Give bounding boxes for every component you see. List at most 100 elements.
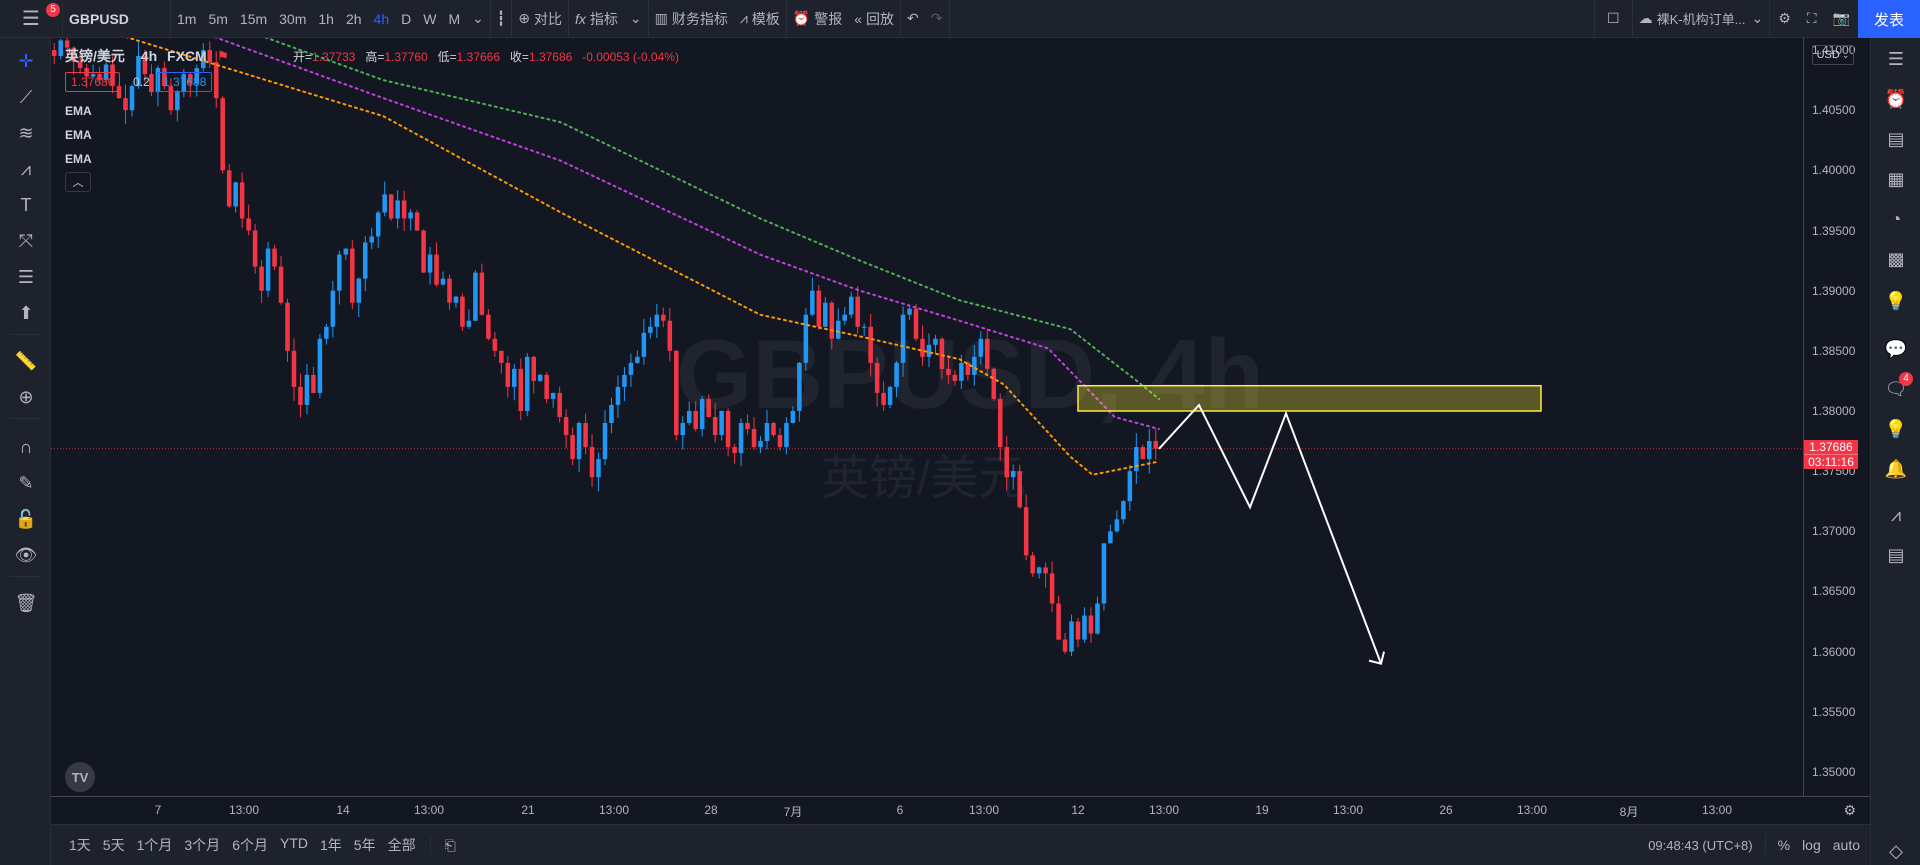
fibonacci-icon[interactable]: ≋ (18, 122, 34, 143)
alarm-clock-icon[interactable]: ⏰ (1884, 88, 1908, 109)
compare-button[interactable]: ⊕ 对比 (512, 0, 568, 38)
time-tick-label: 13:00 (228, 803, 260, 817)
indicators-dropdown[interactable]: ⌄ (624, 0, 648, 38)
trendline-icon[interactable]: ⟋ (19, 86, 33, 107)
range-button[interactable]: 3个月 (184, 837, 221, 853)
gear-icon: ⚙ (1778, 10, 1791, 26)
magnet-icon[interactable]: ∩ (19, 436, 33, 457)
undo-button[interactable]: ↶ (901, 0, 925, 38)
replay-button[interactable]: «回放 (848, 0, 900, 38)
timeframe-30m[interactable]: 30m (279, 10, 307, 27)
time-tick-label: 13:00 (968, 803, 1000, 817)
date-range-button[interactable]: ⎗ (439, 837, 462, 854)
range-button[interactable]: 1个月 (136, 837, 173, 853)
lock-icon[interactable]: 🔓 (14, 508, 38, 529)
collapse-legend-button[interactable]: ︿ (65, 172, 91, 192)
financials-button[interactable]: ▥ 财务指标 (649, 0, 734, 38)
calendar-icon[interactable]: ▩ (1887, 248, 1905, 269)
text-icon[interactable]: T (20, 194, 32, 215)
range-button[interactable]: 1天 (69, 837, 91, 853)
timeframe-2h[interactable]: 2h (345, 10, 362, 27)
range-button[interactable]: 6个月 (232, 837, 268, 853)
watchlist-icon[interactable]: ☰ (1887, 48, 1905, 69)
ema-legend-2[interactable]: EMA (65, 128, 92, 142)
ema-legend-1[interactable]: EMA (65, 104, 92, 118)
percent-toggle[interactable]: % (1777, 837, 1791, 853)
bid-price-box[interactable]: 1.37686 (65, 72, 121, 92)
data-window-icon[interactable]: ▦ (1887, 168, 1905, 189)
fullscreen-button[interactable]: ⛶ (1799, 0, 1825, 38)
time-tick-label: 7 (154, 803, 162, 817)
arrow-up-icon[interactable]: ⬆ (18, 302, 34, 323)
publish-button[interactable]: 发表 (1858, 0, 1920, 38)
chart-type-button[interactable]: ┇ (491, 0, 511, 38)
currency-select[interactable]: USD ⌄ (1812, 45, 1854, 65)
timeframe-1h[interactable]: 1h (318, 10, 334, 27)
redo-button[interactable]: ↷ (925, 0, 949, 38)
dom-icon[interactable]: ▤ (1887, 544, 1905, 565)
ruler-icon[interactable]: 📏 (14, 350, 38, 371)
candle-body (64, 40, 70, 48)
timeframe-1m[interactable]: 1m (177, 10, 197, 27)
ask-price-box[interactable]: 1.37688 (157, 72, 213, 92)
zoom-in-icon[interactable]: ⊕ (18, 386, 34, 407)
log-toggle[interactable]: log (1802, 837, 1821, 853)
timeframe-D[interactable]: D (401, 10, 412, 27)
chat-icon[interactable]: 💬 (1884, 338, 1908, 359)
projection-icon[interactable]: ⤧ (18, 230, 34, 251)
gear-icon[interactable]: ⚙ (1843, 802, 1856, 818)
redo-icon: ↷ (930, 10, 943, 26)
timeframe-5m[interactable]: 5m (208, 10, 228, 27)
indicators-button[interactable]: fx 指标 (569, 0, 624, 38)
snapshot-button[interactable]: 📷 (1825, 0, 1858, 38)
layout-name-button[interactable]: ☁ 裸K-机构订单... ⌄ (1633, 0, 1770, 38)
range-button[interactable]: 全部 (387, 837, 416, 853)
crosshair-icon[interactable]: ✛ (18, 50, 34, 71)
candle-body (362, 242, 368, 279)
pattern-icon[interactable]: ⩘ (20, 158, 32, 179)
bell-icon[interactable]: 🔔 (1884, 458, 1908, 479)
candle-body (706, 398, 711, 417)
price-tick-label: 1.37000 (1812, 524, 1856, 539)
chevron-up-icon: ︿ (72, 177, 84, 189)
news-icon[interactable]: ▤ (1887, 128, 1905, 149)
timeframe-dropdown[interactable]: ⌄ (466, 0, 490, 38)
range-button[interactable]: 5年 (353, 837, 376, 853)
flag-icon[interactable]: ⚑ (216, 48, 230, 64)
price-axis[interactable]: 1.41000 1.40500 1.40000 1.39500 1.39000 1.385… (1803, 38, 1870, 796)
timeframe-4h[interactable]: 4h (373, 10, 390, 27)
time-tick-label: 7月 (783, 805, 803, 819)
alert-button[interactable]: ⏰ 警报 (787, 0, 848, 38)
timeframe-W[interactable]: W (423, 10, 437, 27)
lock-drawings-icon[interactable]: ✎ (18, 472, 34, 493)
trash-icon[interactable]: 🗑 (14, 592, 38, 613)
range-button[interactable]: 1年 (319, 837, 342, 853)
timeframe-15m[interactable]: 15m (239, 10, 268, 27)
range-button[interactable]: YTD (279, 835, 308, 851)
trading-panel-icon[interactable]: ⩘ (1890, 504, 1902, 525)
eye-icon[interactable]: 👁 (14, 544, 38, 565)
chart-pane[interactable]: GBPUSD, 4h 英镑/美元 (51, 38, 1803, 796)
auto-toggle[interactable]: auto (1832, 837, 1860, 853)
collapse-sidebar-icon[interactable]: ◇ (1889, 840, 1903, 861)
templates-button[interactable]: ⩘ 模板 (734, 0, 786, 38)
layout-select-button[interactable]: ☐ (1595, 0, 1632, 38)
candle-body (641, 332, 647, 357)
ema-legend-3[interactable]: EMA (65, 152, 92, 166)
ideas-icon[interactable]: 💡 (1884, 290, 1908, 311)
symbol-search-button[interactable]: GBPUSD (69, 10, 129, 27)
main-menu-button[interactable]: ☰ 5 (0, 0, 62, 38)
candle-body (382, 194, 387, 213)
tradingview-logo-icon[interactable]: TV (65, 762, 95, 792)
time-axis[interactable]: 7 13:00 14 13:00 21 13:00 28 7月 6 13:00 12 13:00 19 1… (51, 796, 1870, 824)
candle-body (557, 392, 562, 417)
brush-icon[interactable]: ☰ (17, 266, 35, 287)
hotlist-icon[interactable]: ◔ (1890, 208, 1902, 229)
clock[interactable]: 09:48:43 (UTC+8) (1648, 837, 1753, 853)
notifications-icon[interactable]: 🗨 4 (1883, 372, 1913, 402)
timeframe-M[interactable]: M (448, 10, 461, 27)
streams-icon[interactable]: 💡 (1884, 418, 1908, 439)
candle-body (1140, 447, 1146, 460)
range-button[interactable]: 5天 (102, 837, 125, 853)
settings-button[interactable]: ⚙ (1770, 0, 1799, 38)
